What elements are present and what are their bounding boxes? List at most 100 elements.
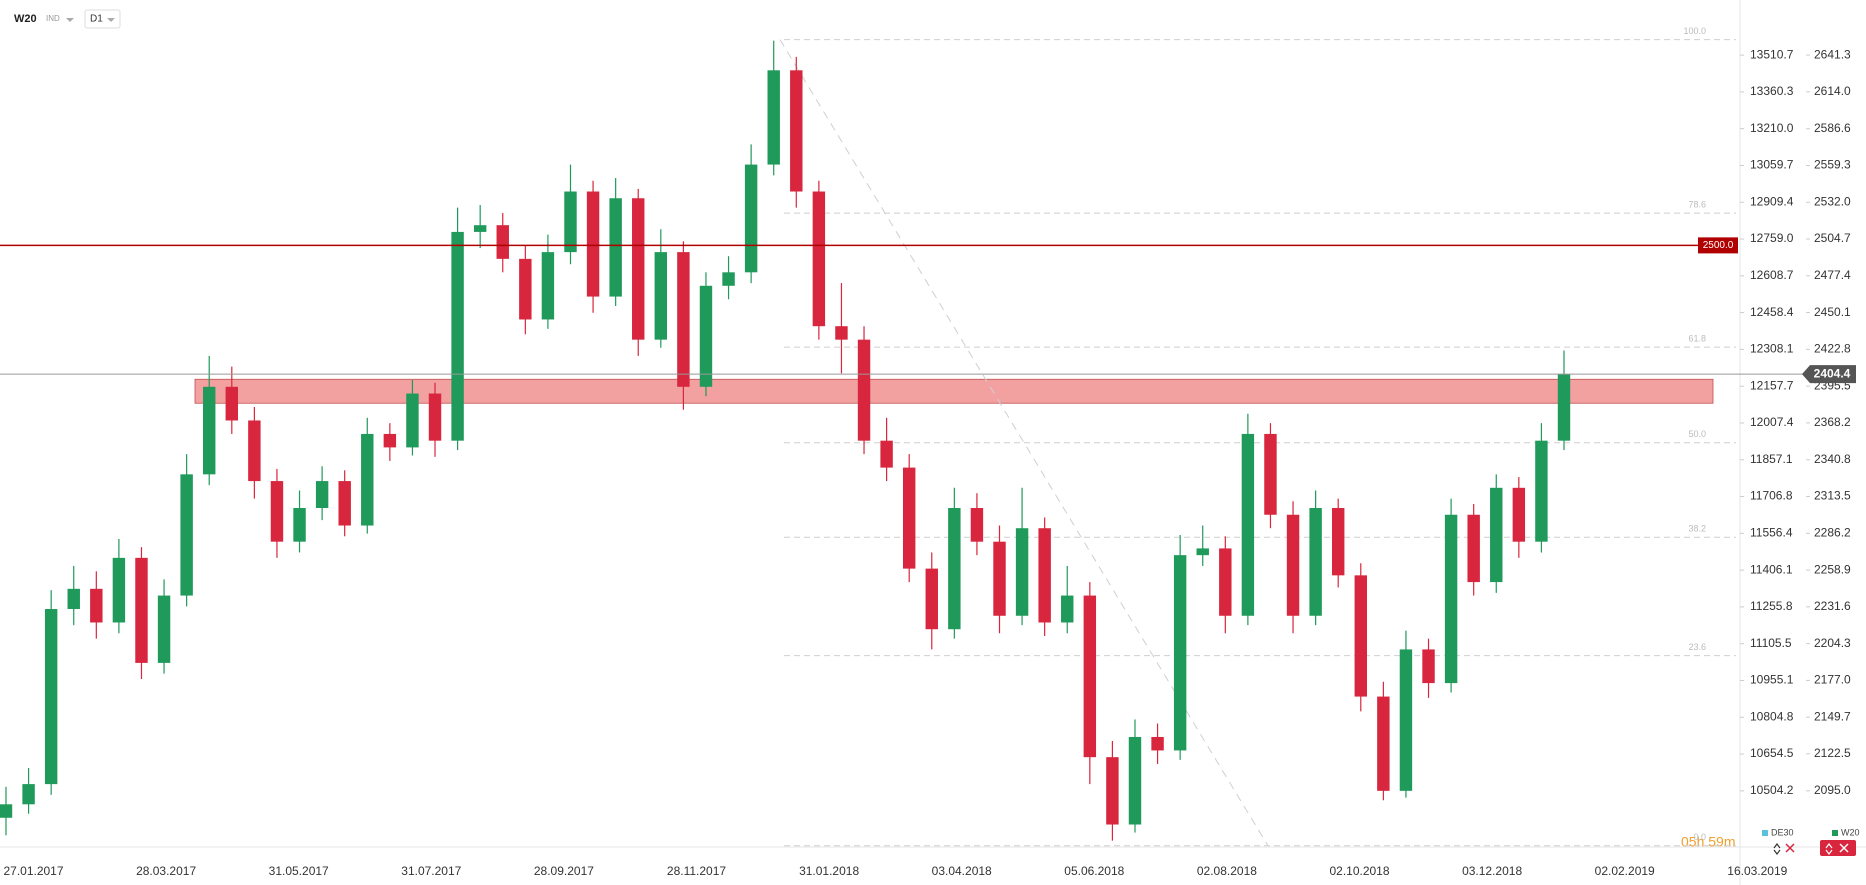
y2-tick-label: 13210.0 [1750, 121, 1794, 135]
candle-body [767, 70, 780, 165]
candle-body [1286, 514, 1300, 616]
x-tick-label: 05.06.2018 [1064, 864, 1124, 878]
candle-body [1377, 696, 1390, 791]
y-tick-label: 2286.2 [1814, 526, 1851, 540]
candle-body [1038, 528, 1051, 623]
candle-body [902, 467, 916, 569]
legend-label: W20 [1841, 827, 1860, 837]
candle-body [1512, 487, 1526, 542]
candle-body [835, 326, 848, 340]
candle-body [1557, 374, 1571, 441]
candle-body [1422, 649, 1435, 684]
y2-tick-label: 12458.4 [1750, 305, 1794, 319]
candle-body [1535, 440, 1548, 542]
fib-label: 38.2 [1688, 524, 1706, 534]
y2-tick-label: 12909.4 [1750, 194, 1794, 208]
candle-body [383, 433, 397, 448]
candle-body [519, 258, 532, 320]
y2-tick-label: 13360.3 [1750, 84, 1794, 98]
candle-body [677, 252, 690, 387]
y-tick-label: 2258.9 [1814, 562, 1851, 576]
fib-label: 78.6 [1688, 199, 1706, 209]
last-price-tag [1802, 365, 1856, 384]
candle-body [1399, 649, 1413, 791]
y2-tick-label: 13059.7 [1750, 158, 1794, 172]
candle-body [0, 804, 13, 818]
candle-body [90, 588, 103, 623]
y-tick-label: 2313.5 [1814, 489, 1851, 503]
candle-body [1354, 575, 1367, 697]
y-tick-label: 2204.3 [1814, 636, 1851, 650]
candle-body [361, 433, 374, 526]
candle-body [428, 393, 442, 441]
y2-tick-label: 13510.7 [1750, 47, 1794, 61]
y-tick-label: 2122.5 [1814, 746, 1851, 760]
timer: 05h 59m [1681, 834, 1735, 850]
candle-body [812, 191, 826, 327]
candle-body [473, 225, 487, 232]
fib-trend [779, 39, 1269, 847]
y-tick-label: 2340.8 [1814, 452, 1851, 466]
candle-body [948, 508, 961, 630]
y2-tick-label: 11255.8 [1750, 599, 1793, 613]
dropdown-arrow[interactable] [107, 18, 115, 22]
interval-box[interactable] [84, 9, 121, 29]
x-tick-label: 31.01.2018 [799, 864, 859, 878]
candle-body [790, 70, 803, 192]
candle-body [541, 252, 555, 320]
y-tick-label: 2586.6 [1814, 121, 1851, 135]
y2-tick-label: 12007.4 [1750, 415, 1794, 429]
x-tick-label: 28.11.2017 [667, 864, 726, 878]
y2-tick-label: 11556.4 [1750, 526, 1793, 540]
candle-body [1467, 514, 1480, 583]
candle-body [654, 252, 668, 340]
y-tick-label: 2095.0 [1814, 783, 1851, 797]
y2-tick-label: 11105.5 [1750, 636, 1792, 650]
fib-label: 61.8 [1688, 333, 1706, 343]
level-label: 2500.0 [1703, 240, 1734, 251]
y-tick-label: 2450.1 [1814, 305, 1851, 319]
candle-body [1128, 736, 1142, 825]
interval[interactable]: D1 [90, 14, 103, 25]
toolbar [1773, 840, 1856, 856]
candle-body [451, 231, 464, 441]
candle-body [564, 191, 577, 253]
candle-body [203, 386, 216, 475]
fib-label: 23.6 [1688, 642, 1706, 652]
candle-body [225, 386, 239, 421]
fib-label: 100.0 [1683, 26, 1706, 36]
candle-body [338, 481, 351, 526]
candle-body [180, 474, 193, 596]
candle-body [744, 164, 758, 273]
y-tick-label: 2559.3 [1814, 158, 1851, 172]
x-tick-label: 28.03.2017 [136, 864, 196, 878]
y2-tick-label: 10804.8 [1750, 709, 1794, 723]
y-tick-label: 2149.7 [1814, 709, 1851, 723]
y2-tick-label: 11706.8 [1750, 489, 1793, 503]
y2-tick-label: 10654.5 [1750, 746, 1794, 760]
close-button[interactable] [1820, 840, 1856, 856]
candle-body [44, 609, 58, 785]
dropdown-arrow[interactable] [66, 18, 74, 22]
candle-body [1083, 595, 1097, 758]
y2-tick-label: 12608.7 [1750, 268, 1794, 282]
candle-body [112, 557, 126, 623]
remove-icon[interactable] [1785, 843, 1795, 853]
legend-label: DE30 [1771, 827, 1794, 837]
x-tick-label: 02.02.2019 [1595, 864, 1655, 878]
candle-body [1151, 736, 1164, 751]
y-tick-label: 2368.2 [1814, 415, 1851, 429]
candle-body [632, 198, 645, 340]
candle-body [993, 541, 1006, 616]
symbol-kind[interactable]: IND [46, 14, 60, 23]
symbol: W20 [14, 13, 37, 25]
last-price-label: 2404.4 [1814, 366, 1851, 380]
candle-body [1196, 548, 1209, 556]
move-icon[interactable] [1773, 843, 1781, 855]
x-tick-label: 03.04.2018 [932, 864, 992, 878]
candle-body [857, 339, 871, 441]
candle-body [1309, 508, 1322, 616]
candle-body [722, 272, 735, 286]
candle-body [1219, 548, 1232, 616]
